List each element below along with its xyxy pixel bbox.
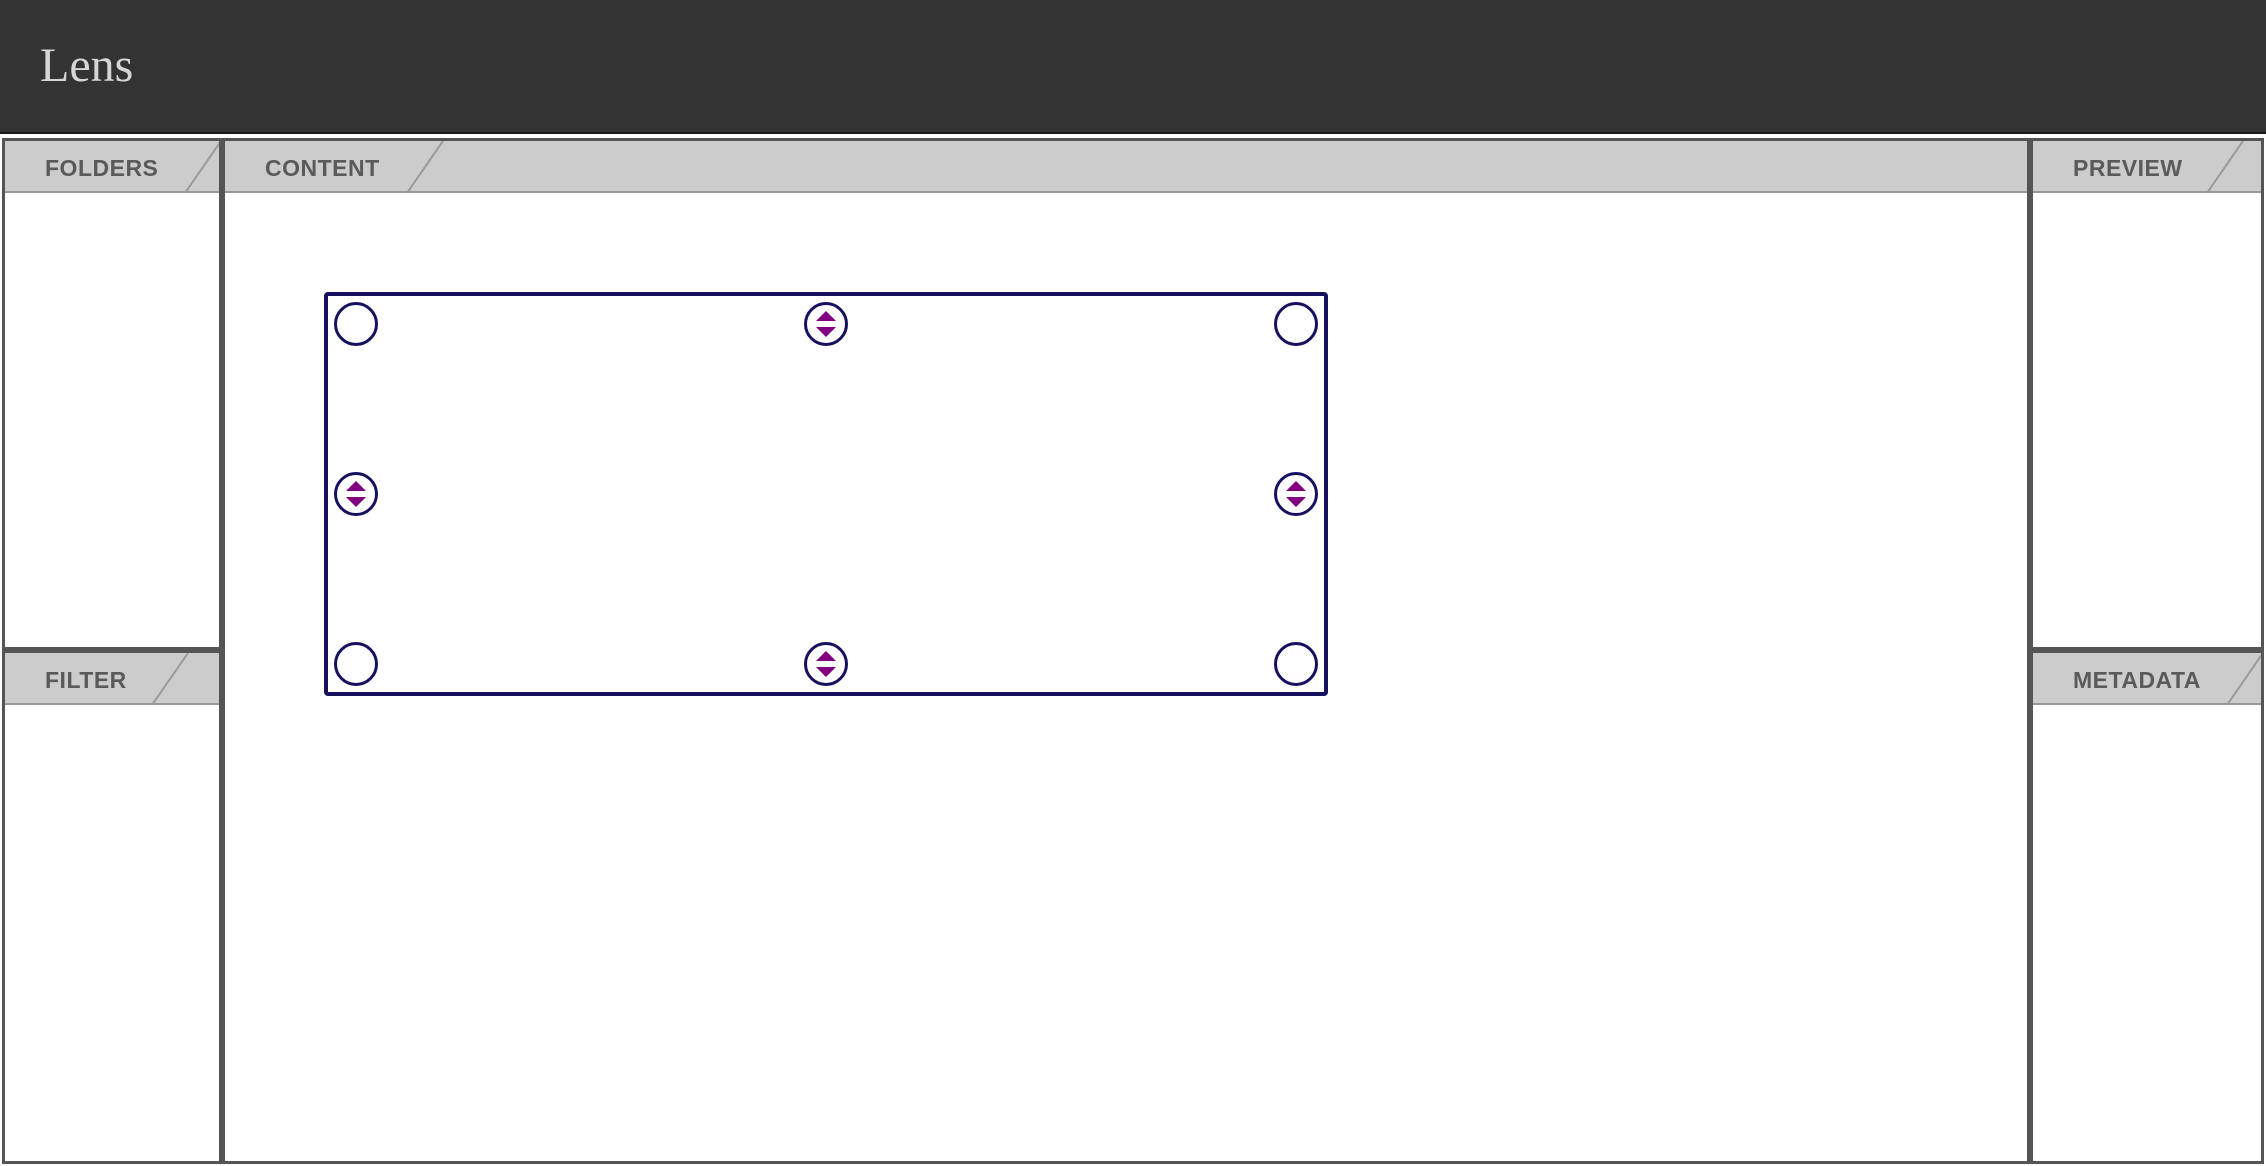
resize-handle-top-left[interactable] — [334, 302, 378, 346]
preview-panel-title: PREVIEW — [2033, 141, 2223, 191]
content-panel: CONTENT — [222, 138, 2030, 1164]
circle-handle-icon — [337, 645, 375, 683]
folders-panel-title: FOLDERS — [5, 141, 199, 191]
header-divider-icon — [2227, 654, 2261, 703]
content-panel-title: CONTENT — [225, 141, 420, 191]
metadata-panel: METADATA — [2030, 650, 2264, 1164]
preview-panel: PREVIEW — [2030, 138, 2264, 650]
header-divider-icon — [407, 141, 444, 191]
header-divider-icon — [152, 653, 189, 703]
folders-panel-header: FOLDERS — [5, 141, 219, 193]
resize-handle-top-right[interactable] — [1274, 302, 1318, 346]
resize-handle-bottom-center[interactable] — [804, 642, 848, 686]
selection-box[interactable] — [324, 292, 1328, 696]
resize-handle-bottom-left[interactable] — [334, 642, 378, 686]
resize-handle-middle-left[interactable] — [334, 472, 378, 516]
resize-vertical-icon — [1286, 481, 1306, 507]
circle-handle-icon — [1277, 645, 1315, 683]
metadata-panel-title: METADATA — [2033, 653, 2241, 703]
circle-handle-icon — [337, 305, 375, 343]
resize-vertical-icon — [816, 311, 836, 337]
resize-handle-bottom-right[interactable] — [1274, 642, 1318, 686]
content-panel-header: CONTENT — [225, 141, 2027, 193]
filter-panel-title: FILTER — [5, 653, 167, 703]
resize-vertical-icon — [346, 481, 366, 507]
preview-panel-header: PREVIEW — [2033, 141, 2261, 193]
filter-panel-header: FILTER — [5, 653, 219, 705]
filter-panel: FILTER — [2, 650, 222, 1164]
folders-panel: FOLDERS — [2, 138, 222, 650]
app-titlebar: Lens — [0, 0, 2266, 134]
circle-handle-icon — [1277, 305, 1315, 343]
metadata-panel-header: METADATA — [2033, 653, 2261, 705]
resize-vertical-icon — [816, 651, 836, 677]
app-title: Lens — [40, 39, 134, 92]
resize-handle-middle-right[interactable] — [1274, 472, 1318, 516]
resize-handle-top-center[interactable] — [804, 302, 848, 346]
header-divider-icon — [185, 142, 219, 191]
header-divider-icon — [2207, 141, 2244, 191]
